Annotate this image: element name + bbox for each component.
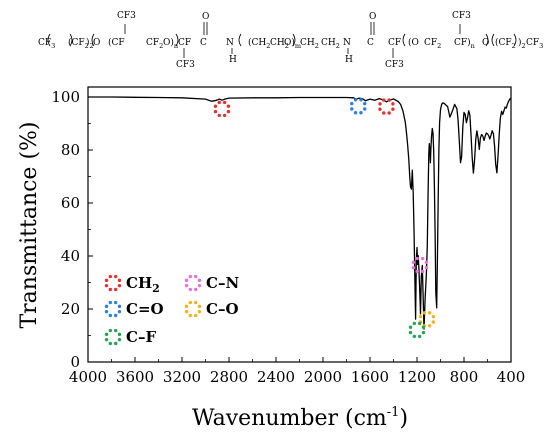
y-axis-title: Transmittance (%) xyxy=(17,121,42,328)
formula-part: CF xyxy=(388,38,401,48)
formula-part: CF xyxy=(178,38,191,48)
y-tick-label: 80 xyxy=(61,141,80,159)
formula-part: (CF2 xyxy=(68,37,89,50)
amide-hydrogen-right: H xyxy=(345,55,353,65)
formula-part: CF2 xyxy=(424,38,441,50)
formula-part: CF)n xyxy=(454,37,475,50)
formula-subscript: 2 xyxy=(512,42,516,50)
x-axis-tick-labels: 4000 3600 3200 2800 2400 2000 1600 1200 800 400 xyxy=(69,368,525,386)
formula-subscript: 3 xyxy=(51,42,55,50)
peak-markers xyxy=(213,98,436,339)
cf3-top-left: CF3 xyxy=(117,11,136,21)
formula-part: CH2 xyxy=(270,38,289,50)
legend-symbol xyxy=(104,328,122,346)
carbonyl-oxygen-left: O xyxy=(202,12,209,22)
x-tick-label: 3600 xyxy=(116,368,154,386)
formula-subscript: 2 xyxy=(266,42,270,50)
formula-part: (CF xyxy=(108,37,125,48)
legend-symbol xyxy=(184,300,202,318)
peak-marker-c-o xyxy=(418,311,436,328)
structure-bonds xyxy=(47,22,517,58)
x-axis-title-close: ) xyxy=(399,406,408,431)
formula-part: C xyxy=(200,38,207,48)
formula-part: CF3 xyxy=(526,38,543,50)
y-tick-label: 40 xyxy=(61,247,80,265)
peak-marker-c-f xyxy=(408,321,426,339)
formula-part: )2 xyxy=(518,37,526,50)
plot-frame xyxy=(87,86,512,363)
formula-part: C xyxy=(367,38,374,48)
x-axis-ticks xyxy=(87,357,512,362)
legend-label: C–O xyxy=(206,300,239,318)
formula-part: (CH2 xyxy=(248,37,270,50)
formula-subscript: 2 xyxy=(90,42,94,50)
x-tick-label: 3200 xyxy=(163,368,201,386)
spectrum-line xyxy=(88,96,512,330)
formula-part: CF2 xyxy=(146,38,163,50)
formula-part: (O xyxy=(408,37,419,48)
formula-subscript: 2 xyxy=(315,42,319,50)
formula-part: CH2 xyxy=(321,38,340,50)
legend-label: C–N xyxy=(206,274,239,292)
legend-label: C–F xyxy=(126,328,156,346)
x-tick-label: 1600 xyxy=(351,368,389,386)
x-tick-label: 2800 xyxy=(210,368,248,386)
x-tick-label: 2400 xyxy=(257,368,295,386)
cf3-bottom-right: CF3 xyxy=(385,60,404,70)
cf3-bottom-left: CF3 xyxy=(176,60,195,70)
formula-part: O)n xyxy=(163,37,178,50)
formula-subscript: 2 xyxy=(437,42,441,50)
peak-marker-c-o xyxy=(350,98,367,115)
formula-part: CH2 xyxy=(300,38,319,50)
x-axis-title-superscript: -1 xyxy=(387,405,400,420)
formula-subscript: 2 xyxy=(159,42,163,50)
formula-part: O xyxy=(93,38,100,48)
legend-label: C=O xyxy=(126,300,164,318)
x-tick-label: 4000 xyxy=(69,368,107,386)
legend-symbol xyxy=(184,274,202,292)
legend-symbol xyxy=(104,274,122,292)
x-tick-label: 2000 xyxy=(304,368,342,386)
x-axis-title: Wavenumber (cm-1) xyxy=(192,405,408,431)
formula-part: N xyxy=(226,38,234,48)
formula-subscript: 2 xyxy=(85,42,89,50)
x-tick-label: 800 xyxy=(450,368,479,386)
formula-subscript: 3 xyxy=(539,42,543,50)
x-tick-label: 1200 xyxy=(398,368,436,386)
cf3-top-right: CF3 xyxy=(452,11,471,21)
carbonyl-oxygen-right: O xyxy=(369,12,376,22)
amide-hydrogen-left: H xyxy=(229,55,237,65)
formula-part: CF3 xyxy=(38,38,55,50)
y-tick-label: 20 xyxy=(61,300,80,318)
y-tick-label: 100 xyxy=(51,88,80,106)
formula-subscript: n xyxy=(174,42,178,50)
legend: CH2 C–N C=O C–O C–F xyxy=(104,274,239,346)
peak-marker-ch2 xyxy=(213,100,231,118)
peak-marker-c-n xyxy=(411,256,429,274)
formula-subscript: m xyxy=(295,42,301,50)
formula-subscript: n xyxy=(471,42,475,50)
legend-symbol xyxy=(104,300,122,318)
x-tick-label: 400 xyxy=(497,368,526,386)
formula-subscript: 2 xyxy=(336,42,340,50)
legend-label: CH2 xyxy=(126,274,160,295)
formula-part: )2 xyxy=(86,37,94,50)
formula-part: N xyxy=(343,38,351,48)
formula-subscript: 2 xyxy=(522,42,526,50)
y-tick-label: 0 xyxy=(70,353,80,371)
y-axis-tick-labels: 0 20 40 60 80 100 xyxy=(51,88,80,371)
formula-subscript: 2 xyxy=(285,42,289,50)
legend-subscript: 2 xyxy=(152,282,160,295)
y-tick-label: 60 xyxy=(61,194,80,212)
peak-marker-ch2 xyxy=(378,98,395,115)
formula-part: O xyxy=(482,38,489,48)
formula-part: (CF2 xyxy=(495,37,516,50)
y-axis-ticks xyxy=(88,96,93,363)
